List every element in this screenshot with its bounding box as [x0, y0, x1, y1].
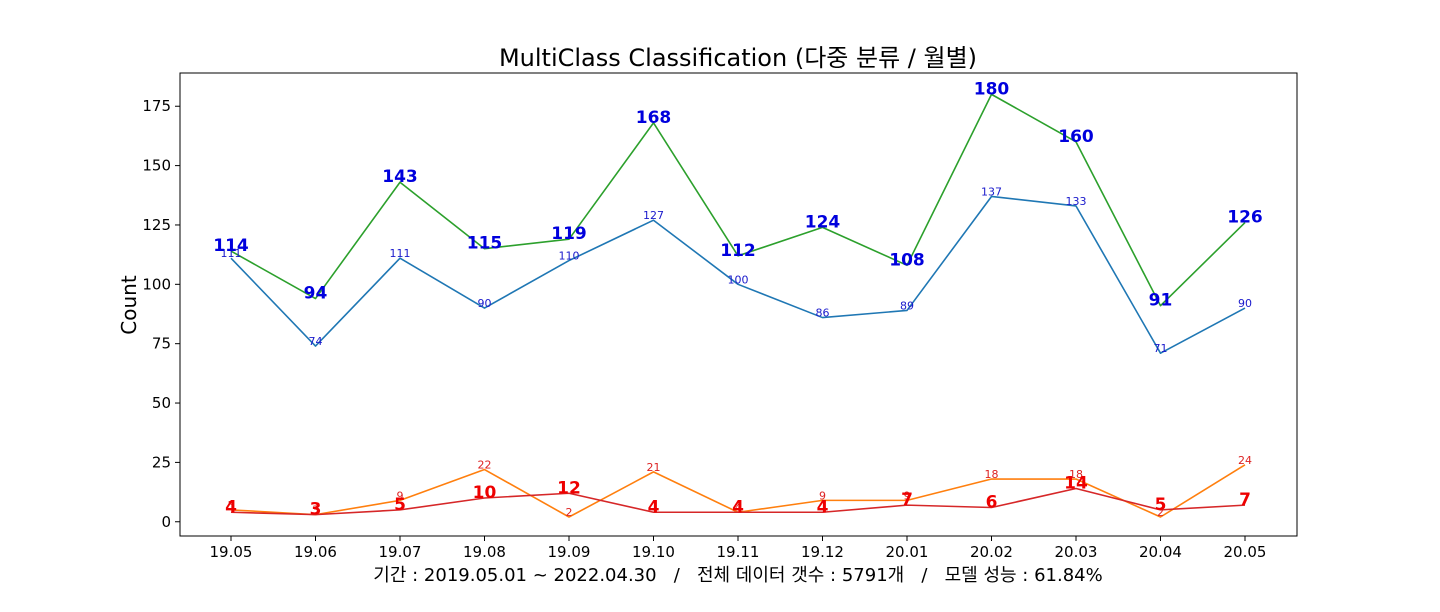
x-tick-label: 20.01: [886, 543, 929, 561]
series-2-data-label: 22: [478, 459, 492, 472]
series-1-data-label: 108: [889, 250, 925, 270]
series-1-line: [230, 93, 1246, 307]
series-3-data-label: 5: [1155, 495, 1167, 515]
series-0-data-label: 133: [1066, 195, 1087, 208]
series-1-data-label: 114: [213, 236, 249, 256]
series-2-data-label: 9: [397, 489, 404, 502]
series-0-data-label: 110: [559, 250, 580, 263]
series-2-data-label: 9: [819, 489, 826, 502]
series-2-data-label: 18: [985, 468, 999, 481]
series-1-data-label: 112: [720, 241, 756, 261]
x-tick-label: 19.10: [632, 543, 675, 561]
x-tick-label: 19.07: [379, 543, 422, 561]
y-tick-label: 150: [142, 157, 171, 175]
series-3-line: [230, 487, 1246, 516]
series-3-data-label: 5: [394, 495, 406, 515]
chart-caption: 기간 : 2019.05.01 ~ 2022.04.30 / 전체 데이터 갯수…: [373, 565, 1102, 586]
series-0-data-label: 100: [728, 273, 749, 286]
y-tick-label: 175: [142, 97, 171, 115]
series-0-data-label: 137: [981, 185, 1002, 198]
series-layer: [230, 93, 1246, 518]
plot-area-frame: [179, 72, 1298, 537]
y-tick-label: 25: [152, 453, 171, 471]
series-2-data-label: 9: [904, 489, 911, 502]
series-3-data-label: 12: [557, 478, 581, 498]
series-1-data-label: 115: [467, 234, 503, 254]
x-tick-label: 19.06: [294, 543, 337, 561]
series-0-line: [230, 195, 1246, 354]
series-1-data-label: 119: [551, 224, 587, 244]
series-0-data-label: 111: [390, 247, 411, 260]
series-2-data-label: 2: [1157, 506, 1164, 519]
series-2-data-label: 24: [1238, 454, 1252, 467]
series-2-data-label: 4: [735, 501, 742, 514]
x-tick-label: 20.02: [970, 543, 1013, 561]
y-axis-label: Count: [117, 275, 141, 335]
series-0-data-label: 89: [900, 299, 914, 312]
series-1-data-label: 160: [1058, 127, 1094, 147]
x-tick-label: 20.05: [1224, 543, 1267, 561]
x-tick-label: 19.09: [548, 543, 591, 561]
series-2-data-label: 3: [312, 504, 319, 517]
x-tick-label: 19.12: [801, 543, 844, 561]
x-tick-label: 20.04: [1139, 543, 1182, 561]
y-tick-label: 75: [152, 335, 171, 353]
series-1-data-label: 94: [304, 284, 328, 304]
series-3-data-label: 4: [732, 497, 744, 517]
series-1-data-label: 180: [974, 79, 1010, 99]
series-0-data-label: 90: [478, 297, 492, 310]
series-0-data-label: 74: [309, 335, 323, 348]
series-2-data-label: 18: [1069, 468, 1083, 481]
series-3-data-label: 7: [1239, 490, 1251, 510]
series-2-data-label: 5: [228, 499, 235, 512]
series-3-data-label: 6: [986, 493, 998, 513]
x-tick-label: 19.08: [463, 543, 506, 561]
y-tick-label: 100: [142, 275, 171, 293]
series-0-data-label: 111: [221, 247, 242, 260]
series-1-data-label: 143: [382, 167, 418, 187]
series-2-data-label: 2: [566, 506, 573, 519]
labels-layer: 1117411190110127100868913713371901149414…: [213, 79, 1263, 519]
series-0-data-label: 86: [816, 307, 830, 320]
series-0-data-label: 90: [1238, 297, 1252, 310]
series-2-data-label: 21: [647, 461, 661, 474]
series-0-data-label: 71: [1154, 342, 1168, 355]
x-tick-label: 20.03: [1055, 543, 1098, 561]
chart-title: MultiClass Classification (다중 분류 / 월별): [499, 44, 977, 72]
series-1-data-label: 168: [636, 108, 672, 128]
series-3-data-label: 3: [310, 500, 322, 520]
x-tick-label: 19.05: [210, 543, 253, 561]
y-tick-label: 50: [152, 394, 171, 412]
series-3-data-label: 7: [901, 490, 913, 510]
series-3-data-label: 4: [225, 497, 237, 517]
series-1-data-label: 126: [1227, 208, 1263, 228]
series-1-data-label: 91: [1149, 291, 1173, 311]
series-3-data-label: 10: [473, 483, 497, 503]
y-tick-label: 125: [142, 216, 171, 234]
series-3-data-label: 4: [817, 497, 829, 517]
series-1-data-label: 124: [805, 212, 841, 232]
series-0-data-label: 127: [643, 209, 664, 222]
x-tick-label: 19.11: [717, 543, 760, 561]
series-3-data-label: 4: [648, 497, 660, 517]
series-3-data-label: 14: [1064, 474, 1088, 494]
y-tick-label: 0: [161, 513, 171, 531]
